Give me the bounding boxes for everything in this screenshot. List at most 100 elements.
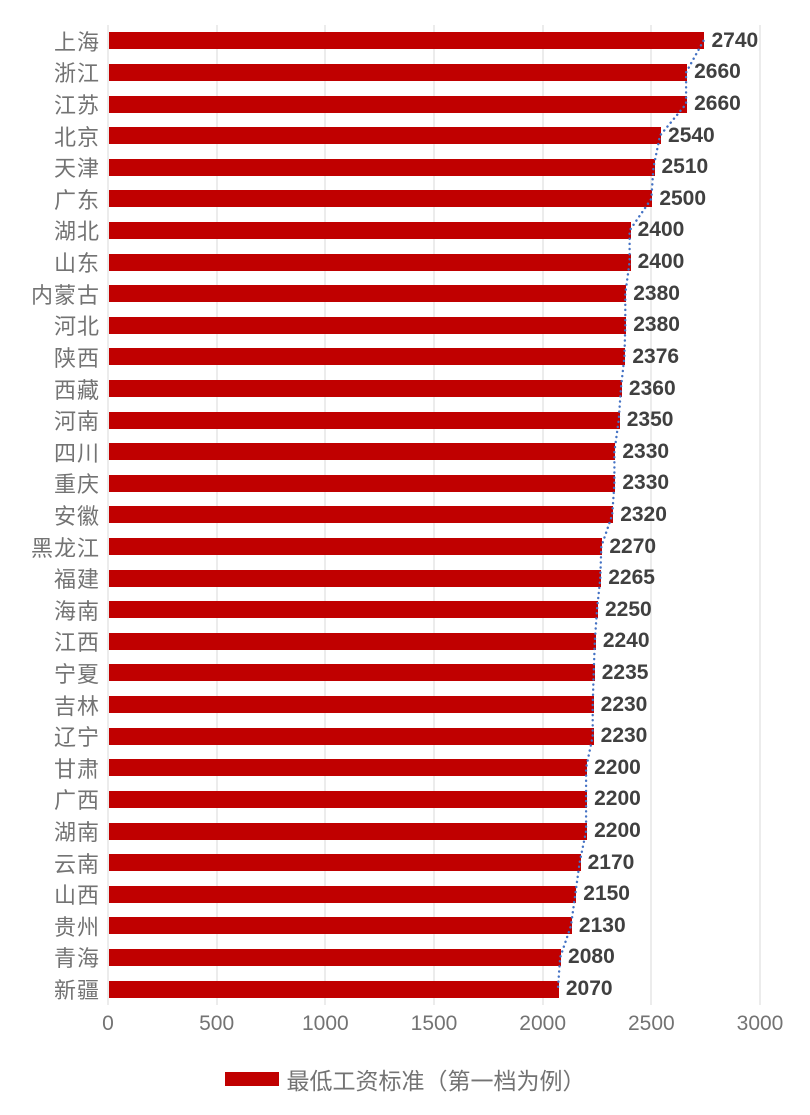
value-label: 2235 [601,660,649,684]
bar-row: 重庆 2330 [0,468,810,500]
value-label: 2200 [594,787,641,811]
category-label: 西藏 [53,377,100,403]
bar-cell: 2510 [109,151,761,183]
category-label: 四川 [53,440,100,466]
bar-cell: 2360 [109,373,761,405]
bar [109,854,581,872]
bar-cell: 2660 [109,57,761,89]
bar [109,32,705,50]
category-label: 内蒙古 [30,282,100,308]
bar-cell: 2270 [109,531,761,563]
bar [109,253,631,271]
bar [109,948,562,966]
value-label: 2070 [565,977,613,1001]
value-label: 2360 [628,376,676,400]
bar-cell: 2320 [109,499,761,531]
bar-cell: 2200 [109,784,761,816]
bar-cell: 2660 [109,88,761,120]
x-tick-label: 2000 [519,1012,567,1035]
bar-cell: 2330 [109,468,761,500]
bar [109,727,594,745]
bar-cell: 2500 [109,183,761,215]
bar [109,790,588,808]
bar-row: 湖北 2400 [0,215,810,247]
bar-row: 天津 2510 [0,151,810,183]
bar-row: 江西 2240 [0,626,810,658]
value-label: 2660 [694,92,741,116]
value-label: 2200 [594,819,641,843]
value-label: 2330 [622,471,670,495]
bar-row: 青海 2080 [0,942,810,974]
bar [109,917,572,935]
category-label: 辽宁 [53,725,100,751]
category-label: 宁夏 [53,662,100,687]
value-label: 2350 [626,408,674,432]
bar [109,158,655,176]
bar-cell: 2130 [109,910,761,942]
bar-cell: 2150 [109,878,761,910]
bar-row: 云南 2170 [0,847,810,879]
gridline [107,25,109,1005]
bar-cell: 2350 [109,404,761,436]
category-label: 北京 [53,124,100,150]
value-label: 2320 [620,502,667,526]
bar [109,474,616,492]
bar-cell: 2235 [109,657,761,689]
value-label: 2265 [608,566,655,590]
bar-cell: 2080 [109,942,761,974]
bar [109,443,616,461]
value-label: 2540 [668,123,715,147]
bar-row: 宁夏 2235 [0,657,810,689]
value-label: 2376 [632,344,680,368]
value-label: 2080 [568,945,615,969]
bar-row: 北京 2540 [0,120,810,152]
category-label: 青海 [53,946,100,972]
x-tick-label: 500 [199,1012,235,1035]
bar-cell: 2200 [109,815,761,847]
bar [109,980,559,998]
bar-row: 浙江 2660 [0,57,810,89]
category-label: 江西 [53,630,100,656]
value-label: 2250 [605,597,652,621]
bar [109,759,588,777]
value-label: 2500 [659,186,707,210]
bar [109,285,627,303]
bar-row: 湖南 2200 [0,815,810,847]
bar [109,380,622,397]
category-label: 浙江 [53,61,100,87]
bar-row: 海南 2250 [0,594,810,626]
value-label: 2330 [622,439,670,463]
bar-cell: 2376 [109,341,761,373]
bar-cell: 2250 [109,594,761,626]
bar-row: 西藏 2360 [0,373,810,405]
bar [109,632,596,650]
bar-cell: 2170 [109,847,761,879]
x-tick-label: 1000 [301,1012,349,1035]
bar-row: 山西 2150 [0,878,810,910]
bar [109,822,588,840]
bar-row: 吉林 2230 [0,689,810,721]
value-label: 2150 [583,882,630,906]
bar-row: 新疆 2070 [0,973,810,1005]
value-label: 2660 [694,60,741,84]
category-label: 天津 [53,156,100,182]
bar-row: 广西 2200 [0,784,810,816]
category-label: 河南 [53,409,100,435]
bar [109,221,631,239]
category-label: 上海 [53,29,100,55]
bar-cell: 2230 [109,689,761,721]
legend: 最低工资标准（第一档为例） [0,1062,810,1096]
value-label: 2230 [600,692,648,716]
bar-row: 广东 2500 [0,183,810,215]
x-tick-label: 2500 [627,1012,675,1035]
category-label: 河北 [53,314,100,340]
value-label: 2270 [609,534,657,558]
bar-cell: 2330 [109,436,761,468]
category-label: 重庆 [53,472,100,498]
bar-row: 甘肃 2200 [0,752,810,784]
value-label: 2380 [633,313,680,337]
category-label: 海南 [53,598,100,624]
bar [109,696,594,714]
bar [109,127,662,145]
